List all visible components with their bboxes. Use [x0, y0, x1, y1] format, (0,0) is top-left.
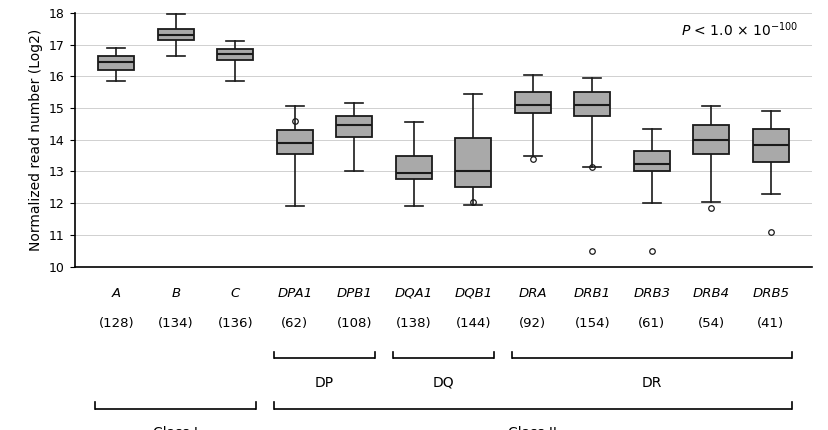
- Bar: [217, 49, 253, 61]
- Text: (92): (92): [518, 317, 546, 330]
- Bar: [157, 29, 194, 40]
- Text: (138): (138): [396, 317, 431, 330]
- Text: Class II: Class II: [508, 427, 556, 430]
- Y-axis label: Normalized read number (Log2): Normalized read number (Log2): [30, 29, 43, 251]
- Text: (41): (41): [756, 317, 783, 330]
- Text: (61): (61): [638, 317, 665, 330]
- Text: DRB4: DRB4: [692, 287, 729, 300]
- Text: A: A: [112, 287, 121, 300]
- Bar: [277, 130, 312, 154]
- Text: DRB3: DRB3: [633, 287, 670, 300]
- Text: (128): (128): [99, 317, 134, 330]
- Bar: [752, 129, 787, 162]
- Bar: [99, 56, 134, 70]
- Text: DPA1: DPA1: [277, 287, 312, 300]
- Text: DQ: DQ: [432, 376, 454, 390]
- Text: (62): (62): [281, 317, 308, 330]
- Text: (136): (136): [217, 317, 253, 330]
- Bar: [336, 116, 372, 137]
- Bar: [514, 92, 550, 113]
- Text: DRB1: DRB1: [573, 287, 610, 300]
- Text: (144): (144): [455, 317, 490, 330]
- Text: DQB1: DQB1: [454, 287, 492, 300]
- Text: (108): (108): [336, 317, 372, 330]
- Text: (154): (154): [574, 317, 609, 330]
- Text: Class I: Class I: [153, 427, 198, 430]
- Text: B: B: [171, 287, 181, 300]
- Bar: [574, 92, 609, 116]
- Text: DRB5: DRB5: [751, 287, 788, 300]
- Bar: [455, 138, 490, 187]
- Text: DR: DR: [641, 376, 661, 390]
- Text: (54): (54): [697, 317, 724, 330]
- Bar: [633, 151, 669, 172]
- Bar: [692, 126, 729, 154]
- Text: (134): (134): [158, 317, 194, 330]
- Text: DRA: DRA: [518, 287, 546, 300]
- Bar: [396, 156, 431, 179]
- Text: C: C: [230, 287, 239, 300]
- Text: DP: DP: [315, 376, 334, 390]
- Text: DQA1: DQA1: [394, 287, 432, 300]
- Text: $P$ < 1.0 × 10$^{-100}$: $P$ < 1.0 × 10$^{-100}$: [680, 21, 797, 39]
- Text: DPB1: DPB1: [336, 287, 372, 300]
